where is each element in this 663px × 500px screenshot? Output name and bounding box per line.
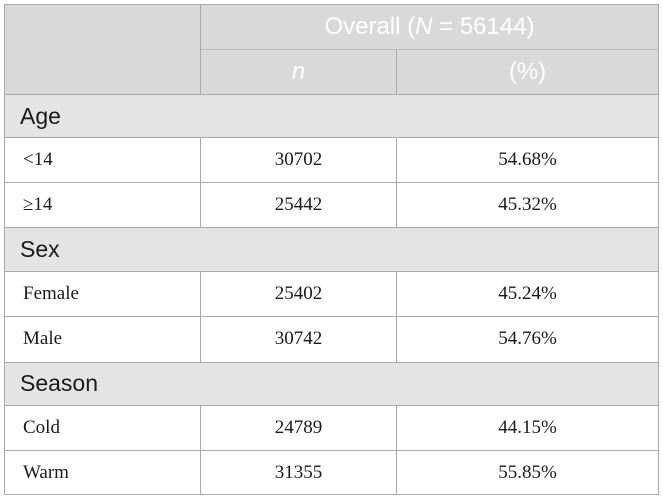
section-row-season: Season	[4, 361, 659, 407]
row-n: 30702	[200, 137, 397, 183]
table-row: <14 30702 54.68%	[4, 137, 659, 183]
row-pct: 44.15%	[396, 405, 659, 452]
section-label-season: Season	[4, 361, 659, 407]
header-overall: Overall (N = 56144)	[200, 3, 659, 51]
section-label-age: Age	[4, 93, 659, 139]
row-pct: 45.32%	[396, 181, 659, 229]
row-n: 25402	[200, 270, 397, 318]
row-pct: 54.68%	[396, 137, 659, 183]
row-n: 25442	[200, 181, 397, 229]
header-row-columns: n (%)	[5, 49, 659, 95]
row-n: 24789	[200, 405, 397, 452]
table-row: Warm 31355 55.85%	[4, 450, 659, 495]
row-pct: 45.24%	[396, 270, 659, 318]
table-row: Male 30742 54.76%	[4, 316, 659, 363]
row-label: <14	[4, 137, 201, 183]
header-corner-cell	[4, 4, 201, 95]
row-label: Warm	[4, 450, 201, 495]
row-label: ≥14	[4, 181, 201, 229]
header-col-n: n	[200, 49, 397, 95]
overall-prefix: Overall (	[324, 13, 416, 41]
row-pct: 55.85%	[396, 450, 659, 495]
header-row-overall: Overall (N = 56144)	[4, 3, 659, 95]
row-label: Female	[4, 270, 201, 318]
table-row: Female 25402 45.24%	[4, 270, 659, 318]
row-label: Cold	[4, 405, 201, 452]
row-label: Male	[4, 316, 201, 363]
section-row-sex: Sex	[4, 227, 659, 272]
section-row-age: Age	[4, 93, 659, 139]
row-n: 31355	[200, 450, 397, 495]
overall-n-symbol: N	[415, 13, 433, 41]
summary-table: Overall (N = 56144) n (%) Age <14 30702 …	[4, 3, 659, 495]
row-n: 30742	[200, 316, 397, 363]
overall-suffix: = 56144)	[432, 13, 535, 41]
table-row: Cold 24789 44.15%	[4, 405, 659, 452]
header-col-pct: (%)	[396, 49, 659, 95]
row-pct: 54.76%	[396, 316, 659, 363]
section-label-sex: Sex	[4, 227, 659, 272]
table-row: ≥14 25442 45.32%	[4, 181, 659, 229]
